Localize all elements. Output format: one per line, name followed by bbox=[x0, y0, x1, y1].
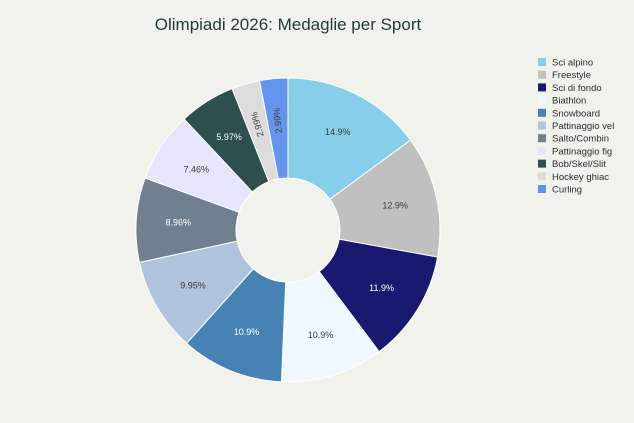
slice-label-snowboard: 10.9% bbox=[234, 327, 260, 337]
legend-label-pattinaggio-vel: Pattinaggio vel bbox=[552, 121, 614, 132]
slice-label-freestyle: 12.9% bbox=[382, 200, 408, 210]
slice-label-salto-combin: 8.96% bbox=[165, 218, 191, 228]
chart-title: Olimpiadi 2026: Medaglie per Sport bbox=[155, 15, 422, 34]
legend-label-sci-alpino: Sci alpino bbox=[552, 58, 593, 69]
legend-label-pattinaggio-fig: Pattinaggio fig bbox=[552, 146, 612, 157]
slice-label-bob-skel-slit: 5.97% bbox=[216, 132, 242, 142]
slice-label-pattinaggio-vel: 9.95% bbox=[180, 280, 206, 290]
legend-swatch-sci-alpino bbox=[538, 58, 546, 66]
slice-snowboard bbox=[185, 268, 287, 383]
slice-label-pattinaggio-fig: 7.46% bbox=[183, 164, 209, 174]
slice-label-biathlon: 10.9% bbox=[308, 330, 334, 340]
legend-swatch-pattinaggio-fig bbox=[538, 146, 546, 155]
legend-swatch-snowboard bbox=[538, 108, 546, 117]
slice-label-sci-alpino: 14.9% bbox=[325, 127, 351, 137]
legend-label-bob-skel-slit: Bob/Skel/Slit bbox=[552, 159, 606, 170]
slice-freestyle bbox=[329, 139, 441, 258]
legend-label-snowboard: Snowboard bbox=[552, 108, 600, 119]
slice-sci-alpino bbox=[287, 77, 412, 200]
legend-swatch-hockey-ghiac bbox=[538, 172, 546, 181]
legend-label-salto-combin: Salto/Combin bbox=[552, 134, 609, 145]
legend-label-freestyle: Freestyle bbox=[552, 70, 591, 81]
legend-swatch-pattinaggio-vel bbox=[538, 121, 546, 130]
slice-curling bbox=[258, 77, 289, 180]
legend-swatch-biathlon bbox=[538, 96, 546, 105]
slice-biathlon bbox=[280, 270, 380, 383]
slice-label-sci-di-fondo: 11.9% bbox=[369, 283, 394, 293]
legend-label-biathlon: Biathlon bbox=[552, 96, 586, 107]
legend-swatch-freestyle bbox=[538, 70, 546, 79]
slice-sci-di-fondo bbox=[318, 238, 439, 353]
slice-labels: 14.9% 12.9% 11.9% 10.9% 10.9% 9.95% 8.96% 7.46%… bbox=[165, 107, 407, 340]
legend-swatch-sci-di-fondo bbox=[538, 83, 546, 92]
legend-label-hockey-ghiac: Hockey ghiac bbox=[552, 172, 609, 183]
legend-swatch-bob-skel-slit bbox=[538, 159, 546, 168]
legend-swatch-curling bbox=[538, 185, 546, 193]
legend-label-curling: Curling bbox=[552, 185, 582, 196]
donut-slices bbox=[135, 77, 441, 383]
slice-label-curling: 2.99% bbox=[271, 107, 283, 133]
legend-label-sci-di-fondo: Sci di fondo bbox=[552, 83, 602, 94]
legend-swatch-salto-combin bbox=[538, 134, 546, 143]
